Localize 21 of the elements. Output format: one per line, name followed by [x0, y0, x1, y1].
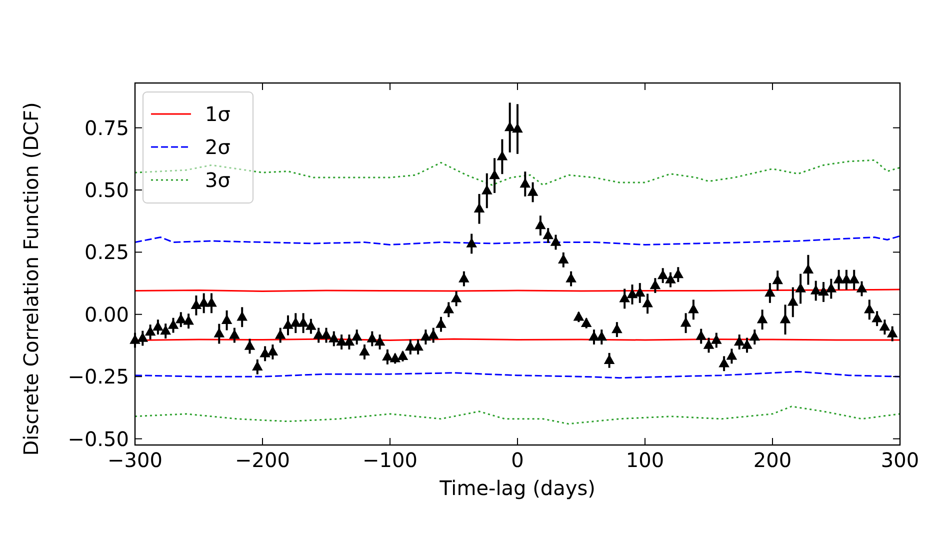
x-tick-label: 200 — [753, 448, 792, 472]
y-tick-label: 0.00 — [84, 302, 129, 326]
y-tick-label: −0.50 — [68, 426, 129, 451]
y-axis-title: Discrete Correlation Function (DCF) — [19, 102, 43, 456]
x-tick-label: −100 — [362, 448, 418, 472]
y-tick-label: −0.25 — [68, 364, 129, 389]
legend-label: 1σ — [205, 102, 231, 126]
line-series — [134, 370, 901, 379]
x-tick-label: −200 — [235, 448, 290, 472]
x-tick-label: 100 — [626, 448, 664, 472]
legend-label: 2σ — [205, 135, 231, 159]
x-tick-label: −300 — [108, 448, 162, 472]
line-series — [134, 235, 901, 246]
x-axis-title: Time-lag (days) — [438, 476, 596, 500]
y-tick-label: 0.25 — [84, 240, 129, 264]
legend-label: 3σ — [205, 168, 231, 192]
x-tick-label: 300 — [880, 448, 920, 472]
line-series — [134, 406, 901, 425]
y-tick-label: 0.50 — [84, 178, 129, 202]
y-tick-label: 0.75 — [84, 116, 129, 140]
x-tick-label: 0 — [511, 448, 524, 472]
